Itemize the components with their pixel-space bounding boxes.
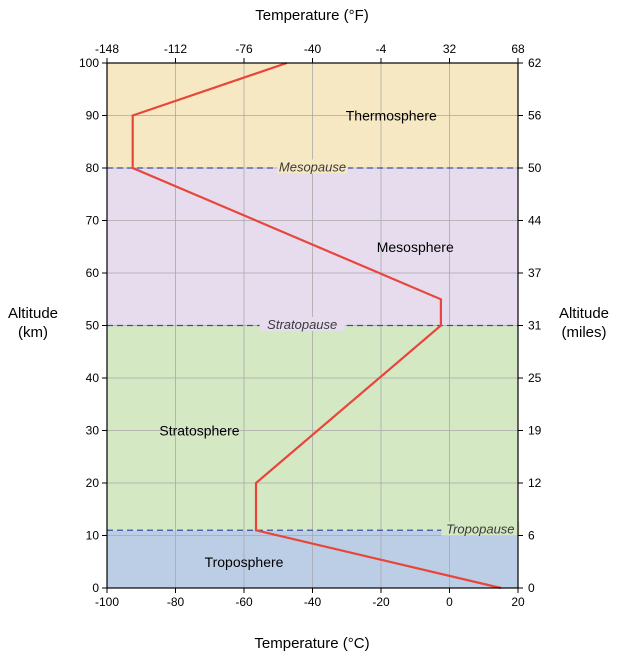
tick-label-left: 90: [86, 109, 100, 123]
tick-label-right: 0: [528, 581, 535, 595]
tick-label-top: -4: [376, 42, 387, 56]
x-axis-top-title: Temperature (°F): [255, 7, 369, 24]
tick-label-left: 70: [86, 214, 100, 228]
tick-label-left: 10: [86, 529, 100, 543]
layer-label-troposphere: Troposphere: [205, 554, 284, 570]
tick-label-left: 0: [92, 581, 99, 595]
boundary-label-bg: [259, 316, 345, 331]
tick-label-right: 50: [528, 161, 542, 175]
y-axis-right-title-line1: Altitude: [559, 305, 609, 322]
axis-ticks: -100 -80 -60 -40 -20 0 20-148 -112 -76 -40 -4 32 680…: [79, 42, 542, 609]
tick-label-left: 40: [86, 371, 100, 385]
tick-label-right: 44: [528, 214, 542, 228]
boundary-label-bg: [277, 159, 348, 174]
tick-label-bottom: 0: [446, 595, 453, 609]
tick-label-top: 32: [443, 42, 457, 56]
tick-label-left: 20: [86, 476, 100, 490]
boundary-lines: Tropopause Stratopause Mesopause: [107, 159, 520, 537]
tick-label-bottom: -40: [304, 595, 322, 609]
tick-label-top: -40: [304, 42, 322, 56]
x-axis-bottom-title: Temperature (°C): [254, 635, 369, 652]
boundary-label-bg: [441, 521, 520, 536]
tick-label-left: 30: [86, 424, 100, 438]
tick-label-left: 80: [86, 161, 100, 175]
tick-label-bottom: 20: [511, 595, 525, 609]
tick-label-right: 56: [528, 109, 542, 123]
layer-label-thermosphere: Thermosphere: [346, 108, 437, 124]
temperature-profile: [131, 61, 502, 590]
tick-label-right: 31: [528, 319, 542, 333]
tick-label-right: 12: [528, 476, 542, 490]
tick-label-top: -76: [235, 42, 253, 56]
tick-label-left: 100: [79, 56, 99, 70]
tick-label-right: 25: [528, 371, 542, 385]
tick-label-bottom: -60: [235, 595, 253, 609]
layer-label-mesosphere: Mesosphere: [377, 239, 454, 255]
tick-label-right: 19: [528, 424, 542, 438]
layer-labels: Troposphere Stratosphere Mesosphere Thermos…: [159, 108, 454, 570]
y-axis-left-title-line1: Altitude: [8, 305, 58, 322]
boundary-label-mesopause: Mesopause: [279, 159, 346, 174]
tick-label-right: 6: [528, 529, 535, 543]
tick-label-left: 60: [86, 266, 100, 280]
tick-label-top: 68: [511, 42, 525, 56]
tick-label-top: -112: [164, 42, 187, 56]
layer-label-stratosphere: Stratosphere: [159, 423, 239, 439]
tick-label-bottom: -100: [95, 595, 119, 609]
temperature-profile-line: [131, 61, 502, 590]
tick-label-right: 37: [528, 266, 542, 280]
tick-label-top: -148: [95, 42, 119, 56]
tick-label-left: 50: [86, 319, 100, 333]
tick-label-bottom: -80: [167, 595, 185, 609]
tick-label-right: 62: [528, 56, 542, 70]
tick-label-bottom: -20: [372, 595, 390, 609]
y-axis-right-title-line2: (miles): [562, 324, 607, 341]
boundary-label-tropopause: Tropopause: [446, 522, 514, 537]
y-axis-left-title-line2: (km): [18, 324, 48, 341]
boundary-label-stratopause: Stratopause: [267, 317, 337, 332]
